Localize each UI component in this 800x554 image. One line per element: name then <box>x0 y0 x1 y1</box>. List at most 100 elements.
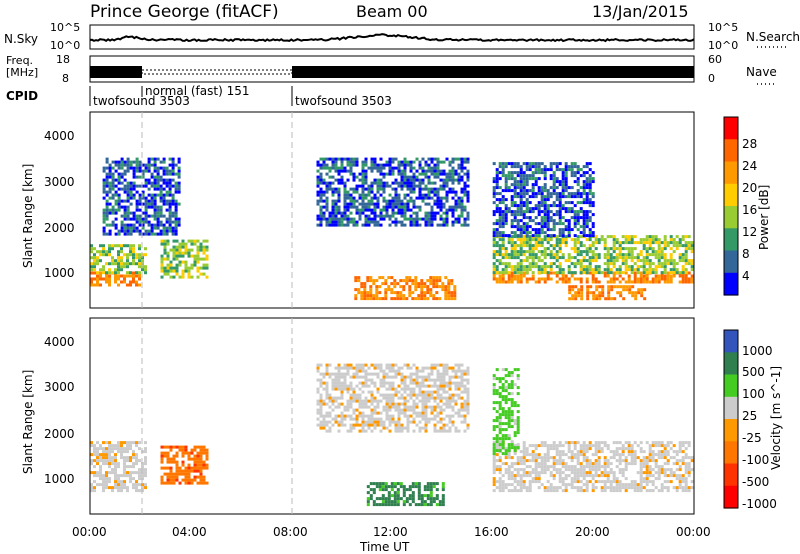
heatmap-cell <box>522 186 526 190</box>
heatmap-cell <box>642 459 646 463</box>
heatmap-cell <box>631 294 635 298</box>
heatmap-cell <box>576 489 580 493</box>
heatmap-cell <box>418 190 422 194</box>
heatmap-cell <box>561 280 565 284</box>
heatmap-cell <box>442 181 446 185</box>
heatmap-cell <box>202 248 206 252</box>
heatmap-cell <box>561 277 565 281</box>
heatmap-cell <box>129 244 132 248</box>
heatmap-cell <box>379 214 383 218</box>
heatmap-cell <box>433 211 437 215</box>
heatmap-cell <box>129 196 133 200</box>
heatmap-cell <box>567 474 571 478</box>
heatmap-cell <box>573 192 577 196</box>
heatmap-cell <box>675 453 679 457</box>
heatmap-cell <box>391 202 395 206</box>
heatmap-cell <box>672 241 676 245</box>
heatmap-cell <box>582 171 586 175</box>
heatmap-cell <box>651 247 655 251</box>
heatmap-cell <box>534 183 538 187</box>
heatmap-cell <box>498 247 502 251</box>
heatmap-cell <box>114 184 118 188</box>
heatmap-cell <box>510 456 514 460</box>
heatmap-cell <box>591 277 595 281</box>
heatmap-cell <box>367 217 371 221</box>
heatmap-cell <box>382 181 386 185</box>
heatmap-cell <box>576 171 580 175</box>
heatmap-cell <box>187 472 191 476</box>
heatmap-cell <box>400 402 404 406</box>
heatmap-cell <box>144 196 148 200</box>
heatmap-cell <box>199 463 203 467</box>
heatmap-cell <box>579 271 583 275</box>
heatmap-cell <box>397 166 401 170</box>
heatmap-cell <box>531 471 535 475</box>
heatmap-cell <box>379 384 383 388</box>
heatmap-cell <box>352 390 356 394</box>
heatmap-cell <box>144 441 147 445</box>
heatmap-cell <box>138 184 142 188</box>
heatmap-cell <box>159 211 163 215</box>
heatmap-cell <box>639 271 643 275</box>
heatmap-cell <box>585 474 589 478</box>
heatmap-cell <box>580 291 584 295</box>
heatmap-cell <box>439 187 443 191</box>
heatmap-cell <box>328 399 332 403</box>
heatmap-cell <box>378 488 382 492</box>
heatmap-cell <box>510 392 514 396</box>
heatmap-cell <box>567 165 571 169</box>
heatmap-cell <box>376 405 380 409</box>
heatmap-cell <box>651 483 655 487</box>
heatmap-cell <box>558 162 562 166</box>
heatmap-cell <box>385 414 389 418</box>
heatmap-cell <box>178 448 182 452</box>
heatmap-cell <box>120 480 123 484</box>
heatmap-cell <box>582 441 586 445</box>
heatmap-cell <box>343 381 347 385</box>
heatmap-cell <box>162 169 166 173</box>
heatmap-cell <box>364 193 368 197</box>
heatmap-cell <box>427 169 431 173</box>
heatmap-cell <box>522 441 526 445</box>
power-colorbar-label: Power [dB] <box>757 185 771 250</box>
heatmap-cell <box>660 256 664 260</box>
heatmap-cell <box>460 160 464 164</box>
heatmap-cell <box>175 263 179 267</box>
heatmap-cell <box>657 471 661 475</box>
heatmap-cell <box>90 459 93 463</box>
heatmap-cell <box>567 444 571 448</box>
heatmap-cell <box>379 423 383 427</box>
heatmap-cell <box>400 187 404 191</box>
heatmap-cell <box>381 500 385 504</box>
heatmap-cell <box>603 256 607 260</box>
heatmap-cell <box>99 274 102 278</box>
heatmap-cell <box>126 223 130 227</box>
heatmap-cell <box>510 371 514 375</box>
heatmap-cell <box>388 363 392 367</box>
heatmap-cell <box>597 459 601 463</box>
heatmap-cell <box>510 189 514 193</box>
heatmap-cell <box>492 471 496 475</box>
heatmap-cell <box>567 265 571 269</box>
heatmap-cell <box>519 277 523 281</box>
heatmap-cell <box>594 462 598 466</box>
heatmap-cell <box>645 462 649 466</box>
heatmap-cell <box>498 162 502 166</box>
heatmap-cell <box>165 169 169 173</box>
heatmap-cell <box>403 378 407 382</box>
heatmap-cell <box>144 447 147 451</box>
heatmap-cell <box>433 193 437 197</box>
heatmap-cell <box>645 456 649 460</box>
heatmap-cell <box>102 462 105 466</box>
heatmap-cell <box>394 426 398 430</box>
heatmap-cell <box>507 449 511 453</box>
heatmap-cell <box>537 277 541 281</box>
heatmap-cell <box>123 462 126 466</box>
heatmap-cell <box>507 262 511 266</box>
heatmap-cell <box>196 463 200 467</box>
heatmap-cell <box>184 469 188 473</box>
heatmap-cell <box>492 189 496 193</box>
heatmap-cell <box>651 238 655 242</box>
heatmap-cell <box>463 184 467 188</box>
heatmap-cell <box>132 229 136 233</box>
